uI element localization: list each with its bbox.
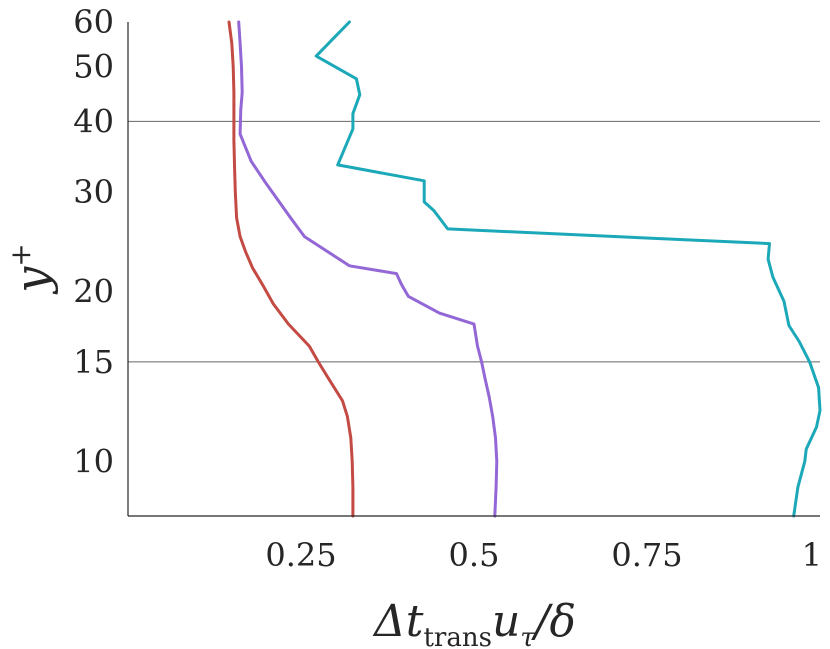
x-tick-label: 0.25: [265, 536, 336, 574]
x-tick-labels: 0.25 0.5 0.75 1: [265, 536, 822, 574]
series-lines: [227, 20, 822, 518]
y-tick-label: 30: [73, 173, 114, 211]
x-tick-label: 0.5: [449, 536, 500, 574]
y-tick-label: 10: [73, 442, 114, 480]
x-label-prefix: Δt: [372, 596, 424, 647]
y-axis-label: y+: [4, 243, 59, 294]
x-label-middle: u: [492, 596, 520, 647]
x-tick-label: 1: [802, 536, 822, 574]
x-tick-label: 0.75: [611, 536, 682, 574]
x-label-subscript: trans: [423, 623, 491, 649]
x-axis-label: Δttransuτ/δ: [372, 596, 576, 649]
x-label-suffix: /δ: [531, 596, 576, 647]
y-tick-label: 40: [73, 102, 114, 140]
y-tick-label: 15: [73, 343, 114, 381]
y-tick-label: 50: [73, 48, 114, 86]
y-tick-label: 60: [73, 3, 114, 41]
series-line-1: [227, 20, 355, 518]
y-label-base: y: [5, 266, 59, 295]
reference-lines: [128, 120, 820, 363]
x-label-subscript2: τ: [520, 623, 535, 649]
y-tick-label: 20: [73, 272, 114, 310]
series-line-2: [237, 20, 499, 518]
y-tick-labels: 10 15 20 30 40 50 60: [73, 3, 114, 480]
axes: [127, 22, 820, 517]
series-line-3: [314, 20, 822, 518]
y-label-superscript: +: [4, 243, 37, 266]
